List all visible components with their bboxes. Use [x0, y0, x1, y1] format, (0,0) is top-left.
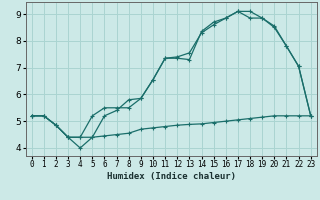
X-axis label: Humidex (Indice chaleur): Humidex (Indice chaleur) — [107, 172, 236, 181]
